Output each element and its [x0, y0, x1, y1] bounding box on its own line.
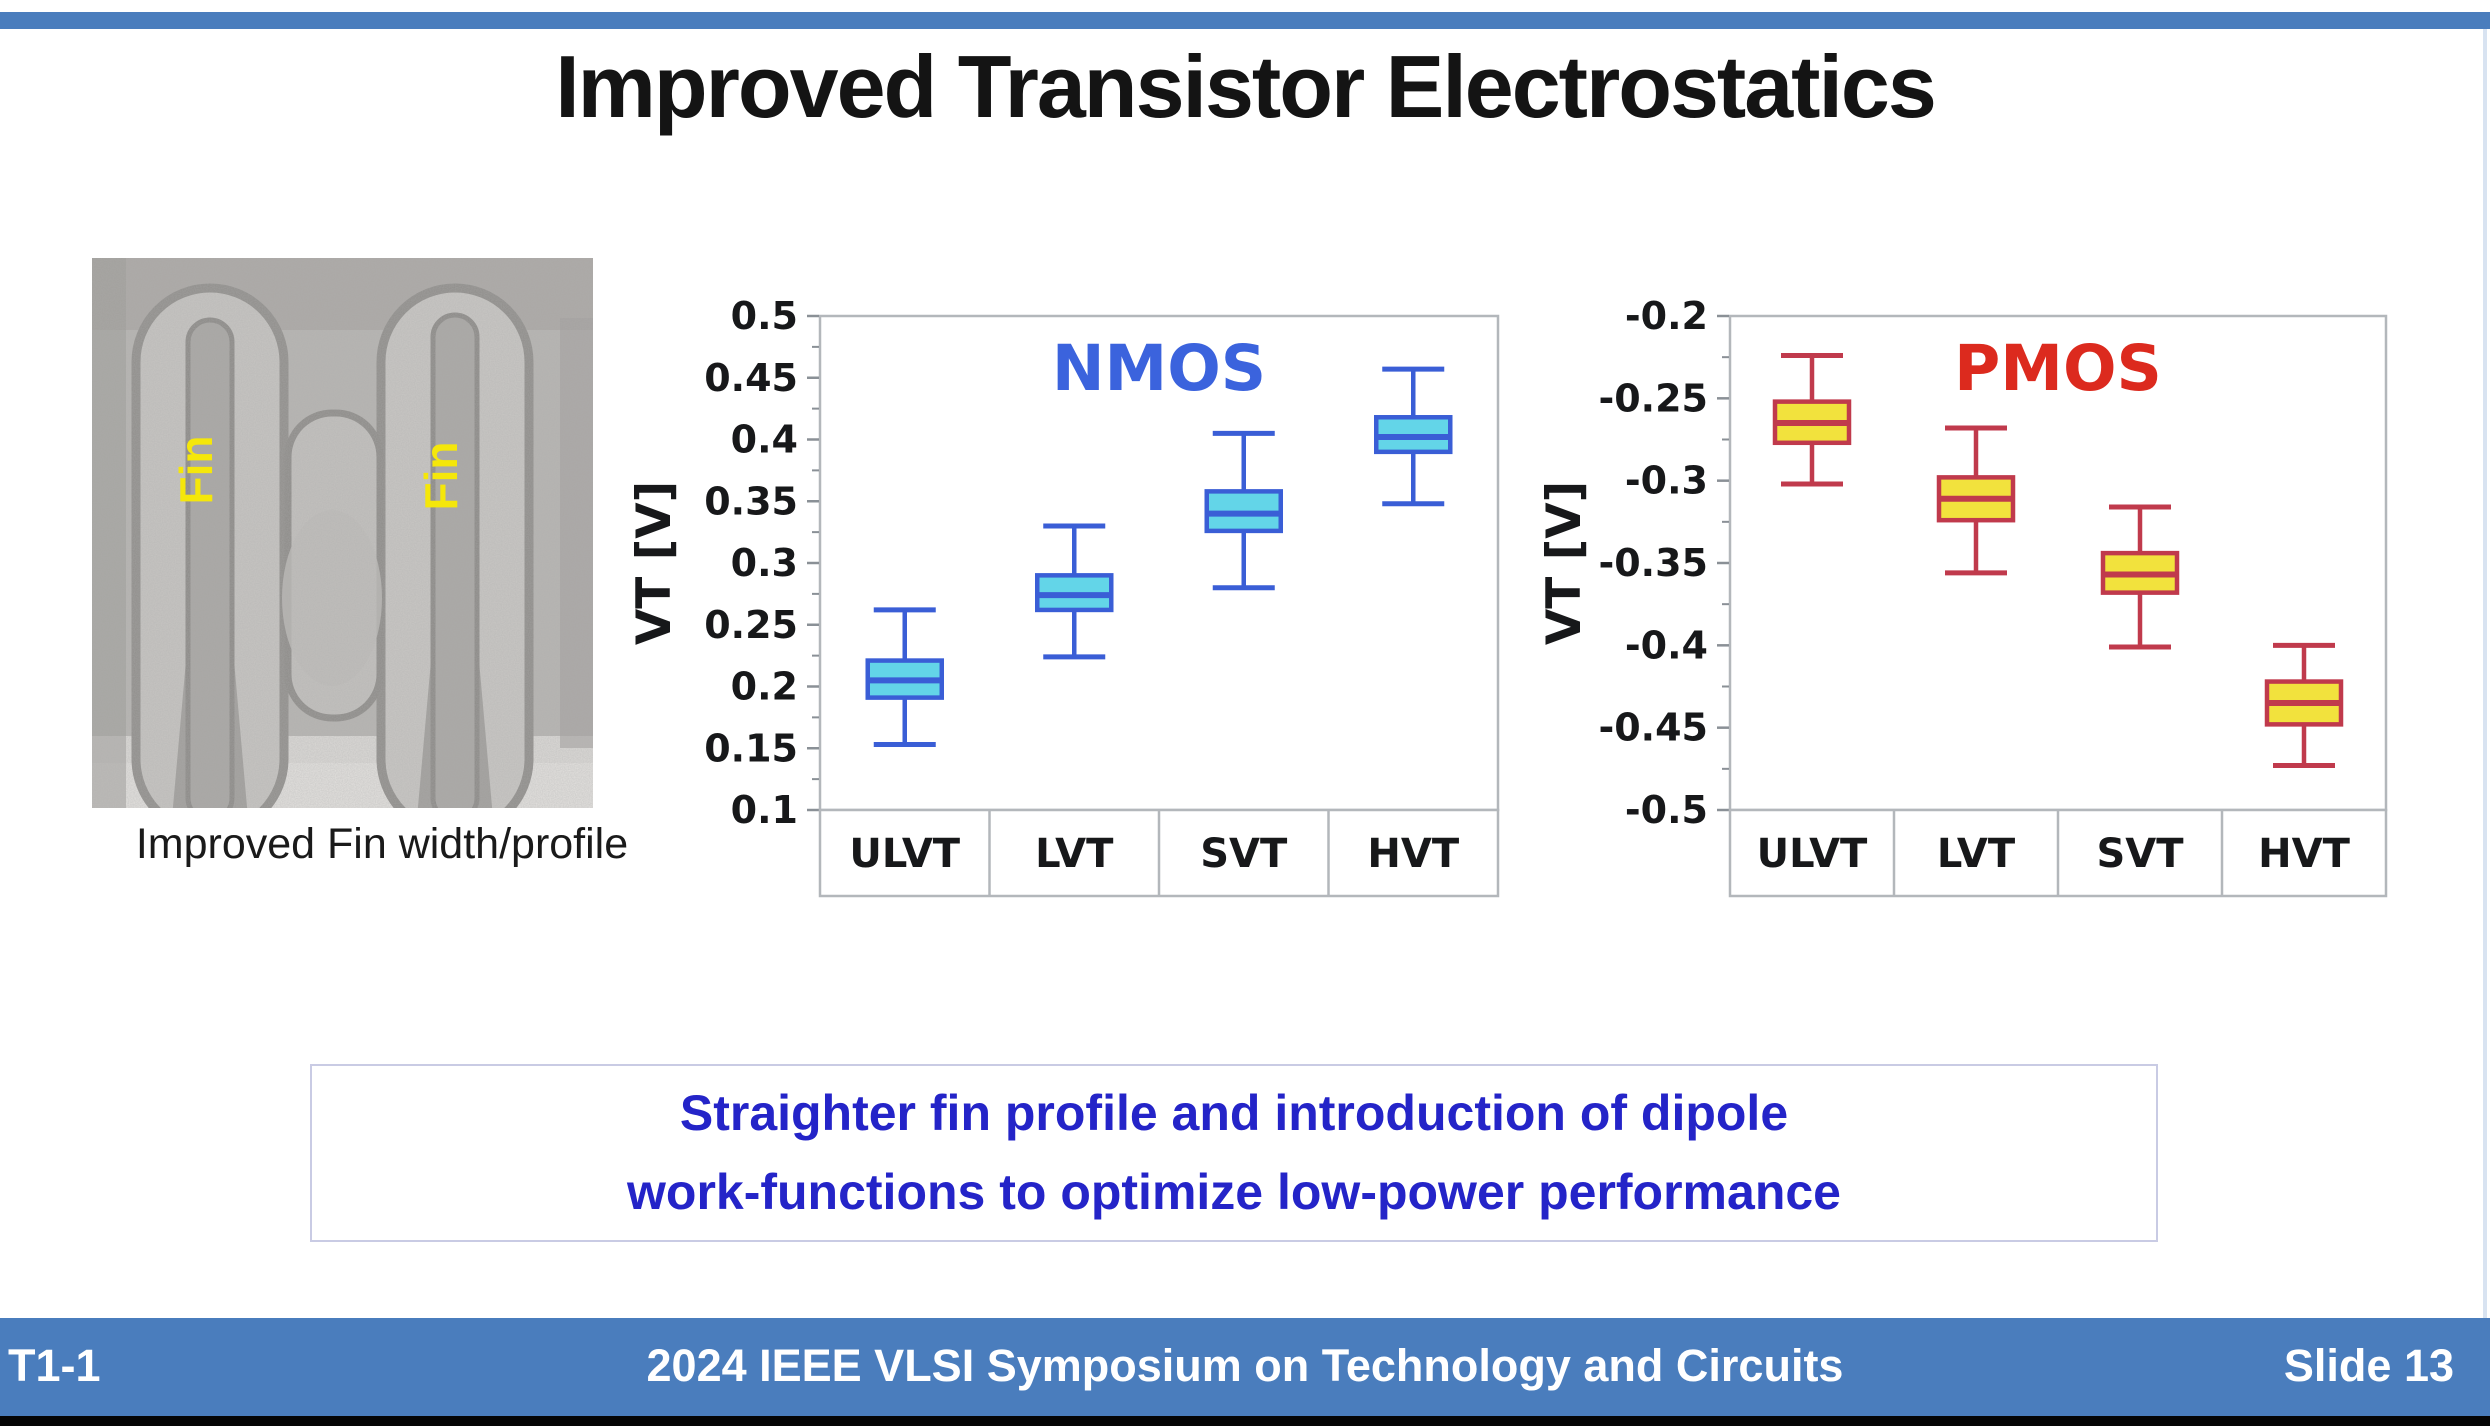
slide-right-border [2483, 29, 2487, 1318]
y-tick-label: 0.2 [731, 665, 798, 709]
box-HVT [1374, 366, 1453, 507]
fin-figure-caption: Improved Fin width/profile [135, 820, 629, 868]
footer-conference-title: 2024 IEEE VLSI Symposium on Technology a… [646, 1340, 1844, 1391]
y-tick-label: 0.3 [731, 541, 798, 585]
fin1-label: Fin [170, 436, 222, 505]
y-tick-label: -0.4 [1625, 623, 1708, 667]
box-LVT [1936, 425, 2016, 576]
plot-area [818, 314, 1500, 812]
y-tick-label: -0.45 [1598, 706, 1708, 750]
pmos-chart-svg: -0.2 -0.25 -0.3 -0.35 -0.4 -0.45 -0.5 VT [V] PMO… [1537, 294, 2388, 898]
y-tick-label: 0.15 [704, 726, 798, 770]
chart-title: PMOS [1954, 332, 2162, 405]
category-label: LVT [1937, 831, 2016, 877]
nmos-boxplot-chart: 0.5 0.45 0.4 0.35 0.3 0.25 0.2 0.15 0.1 VT [V] NMO… [620, 294, 1500, 905]
nmos-chart-svg: 0.5 0.45 0.4 0.35 0.3 0.25 0.2 0.15 0.1 VT [V] NMO… [627, 294, 1500, 898]
box-ULVT [865, 607, 944, 748]
category-label: LVT [1035, 831, 1114, 877]
conclusion-text-box: Straighter fin profile and introduction … [310, 1064, 2158, 1242]
category-label: SVT [1200, 831, 1288, 877]
slide-title: Improved Transistor Electrostatics [555, 37, 1937, 136]
x-axis-category-strip: ULVT LVT SVT HVT [1728, 808, 2388, 898]
bottom-black-strip [0, 1416, 2490, 1426]
y-tick-label: -0.2 [1625, 300, 1708, 338]
y-tick-label: -0.35 [1598, 541, 1708, 585]
fin-tem-figure: Fin Fin Improved Fin width/profile [92, 258, 628, 868]
conclusion-line-2: work-functions to optimize low-power per… [627, 1164, 1841, 1220]
box-LVT [1035, 523, 1114, 660]
y-tick-label: 0.5 [731, 300, 798, 338]
y-axis-title: VT [V] [1537, 481, 1592, 645]
y-tick-label: 0.25 [704, 603, 798, 647]
y-tick-label: 0.4 [731, 418, 798, 462]
y-tick-label: 0.1 [731, 788, 798, 832]
plot-area [1728, 314, 2388, 812]
conclusion-line-1: Straighter fin profile and introduction … [679, 1085, 1789, 1141]
x-axis-category-strip: ULVT LVT SVT HVT [818, 808, 1500, 898]
footer-slide-number: Slide 13 [2283, 1340, 2454, 1391]
top-accent-bar [0, 12, 2490, 29]
fin-tem-image: Fin Fin [92, 258, 593, 838]
y-tick-label: 0.45 [704, 356, 798, 400]
box-ULVT [1772, 353, 1852, 487]
pmos-boxplot-chart: -0.2 -0.25 -0.3 -0.35 -0.4 -0.45 -0.5 VT [V] PMO… [1530, 294, 2388, 905]
category-label: ULVT [849, 831, 960, 877]
footer-bar: T1-1 2024 IEEE VLSI Symposium on Technol… [0, 1318, 2490, 1416]
fin2-label: Fin [415, 442, 467, 511]
y-tick-label: -0.3 [1625, 459, 1708, 503]
y-axis: 0.5 0.45 0.4 0.35 0.3 0.25 0.2 0.15 0.1 [704, 294, 819, 832]
box-HVT [2264, 642, 2344, 769]
y-tick-label: 0.35 [704, 479, 798, 523]
chart-title: NMOS [1052, 332, 1266, 405]
y-axis: -0.2 -0.25 -0.3 -0.35 -0.4 -0.45 -0.5 [1598, 294, 1729, 832]
category-label: ULVT [1757, 831, 1868, 877]
y-tick-label: -0.25 [1598, 376, 1708, 420]
y-axis-title: VT [V] [627, 481, 682, 645]
category-label: HVT [1367, 831, 1459, 877]
category-label: SVT [2096, 831, 2184, 877]
tem-noise-overlay [92, 258, 593, 808]
box-SVT [1204, 430, 1283, 591]
box-SVT [2100, 504, 2180, 650]
y-tick-label: -0.5 [1625, 788, 1708, 832]
footer-session-id: T1-1 [8, 1340, 101, 1391]
category-label: HVT [2258, 831, 2350, 877]
